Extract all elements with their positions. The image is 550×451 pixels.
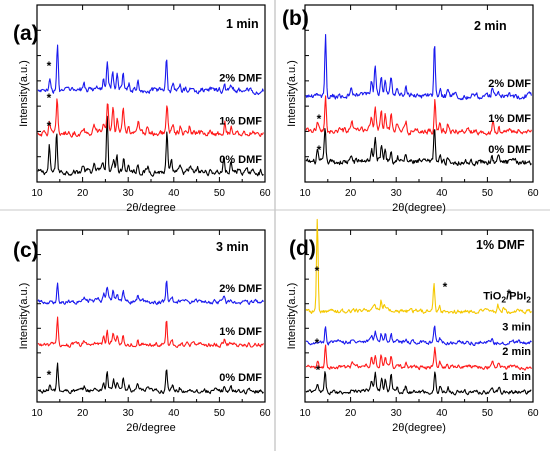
- peak-marker: *: [317, 143, 322, 157]
- x-tick-label: 50: [214, 188, 226, 199]
- panel-letter: (a): [13, 22, 39, 45]
- peak-marker: *: [315, 336, 320, 350]
- y-axis-title: Intensity(a.u.): [18, 60, 30, 127]
- series-line-2-dmf: [37, 280, 264, 306]
- series-label-part: 2: [526, 294, 531, 304]
- series-label: 2% DMF: [219, 283, 262, 295]
- x-tick-label: 60: [527, 408, 539, 419]
- series-label: 0% DMF: [219, 154, 262, 166]
- x-tick-label: 20: [77, 408, 89, 419]
- series-label: 1% DMF: [488, 113, 531, 125]
- x-axis-title: 2θ(degree): [392, 202, 446, 214]
- peak-marker: *: [47, 368, 52, 382]
- series-label: 2% DMF: [488, 78, 531, 90]
- x-tick-label: 40: [168, 408, 180, 419]
- peak-marker: *: [47, 91, 52, 105]
- series-line-0-dmf: [38, 362, 264, 395]
- peak-marker: *: [443, 280, 448, 294]
- series-label: 2% DMF: [219, 72, 262, 84]
- x-tick-label: 40: [436, 408, 448, 419]
- peak-marker: *: [317, 112, 322, 126]
- panel-annotation: 1 min: [226, 17, 259, 31]
- x-tick-label: 60: [527, 188, 539, 199]
- x-tick-label: 30: [123, 408, 135, 419]
- x-tick-label: 30: [391, 188, 403, 199]
- series-line-1-dmf: [305, 95, 532, 136]
- x-tick-label: 30: [123, 188, 135, 199]
- x-tick-label: 40: [168, 188, 180, 199]
- series-label: 1 min: [502, 371, 531, 383]
- series-label: 1% DMF: [219, 326, 262, 338]
- series-label: TiO2/PbI2: [483, 290, 531, 304]
- series-line-1-dmf: [37, 98, 264, 138]
- panel-annotation: 1% DMF: [476, 238, 525, 252]
- x-axis-title: 2θ/degree: [126, 202, 176, 214]
- series-label: 3 min: [502, 321, 531, 333]
- series-label: 2 min: [502, 346, 531, 358]
- panel-annotation: 3 min: [216, 240, 249, 254]
- plot-frame: [304, 229, 534, 403]
- peak-marker: *: [316, 363, 321, 377]
- panel-letter: (c): [13, 239, 39, 262]
- x-tick-label: 60: [259, 188, 271, 199]
- series-line-3-min: [305, 325, 532, 347]
- series-label: 0% DMF: [488, 144, 531, 156]
- x-tick-label: 50: [214, 408, 226, 419]
- x-tick-label: 60: [259, 408, 271, 419]
- x-tick-label: 10: [31, 188, 43, 199]
- series-line-tio2-pbi2: [305, 218, 532, 315]
- x-tick-label: 10: [299, 408, 311, 419]
- series-label: 1% DMF: [219, 115, 262, 127]
- peak-marker: *: [507, 287, 512, 301]
- peak-marker: *: [315, 264, 320, 278]
- x-tick-label: 20: [345, 408, 357, 419]
- series-label-part: 2: [501, 294, 506, 304]
- series-line-1-min: [305, 371, 532, 396]
- x-tick-label: 20: [345, 188, 357, 199]
- series-line-1-dmf: [37, 316, 264, 348]
- panel-letter: (b): [282, 7, 309, 30]
- panel-b: 10 20 30 40 50 60 2θ(degree) Intensity(a.u.) 0% …: [282, 4, 539, 214]
- series-label: 0% DMF: [219, 372, 262, 384]
- series-line-2-min: [305, 344, 532, 371]
- x-tick-label: 50: [482, 188, 494, 199]
- x-tick-label: 20: [77, 188, 89, 199]
- x-tick-label: 30: [391, 408, 403, 419]
- series-label-part: /PbI: [506, 290, 526, 302]
- series-label-part: TiO: [483, 290, 502, 302]
- series-line-2-dmf: [37, 44, 264, 96]
- panel-a: 10 20 30 40 50 60 2θ/degree Intensity(a.u.) 0% D…: [13, 4, 271, 214]
- panel-annotation: 2 min: [474, 19, 507, 33]
- x-tick-label: 10: [31, 408, 43, 419]
- y-axis-title: Intensity(a.u.): [18, 283, 30, 350]
- x-axis-title: 2θ(degree): [392, 422, 446, 434]
- panel-letter: (d): [289, 237, 316, 260]
- x-tick-label: 50: [482, 408, 494, 419]
- series-line-2-dmf: [305, 33, 532, 101]
- y-axis-title: Intensity(a.u.): [286, 283, 298, 350]
- y-axis-title: Intensity(a.u.): [286, 60, 298, 127]
- x-tick-label: 10: [299, 188, 311, 199]
- peak-marker: *: [47, 59, 52, 73]
- peak-marker: *: [47, 119, 52, 133]
- series-line-0-dmf: [305, 127, 532, 167]
- x-tick-label: 40: [436, 188, 448, 199]
- series-line-0-dmf: [37, 115, 264, 177]
- x-axis-title: 2θ/degree: [126, 422, 176, 434]
- panel-d: 10 20 30 40 50 60 2θ(degree) Intensity(a.u.) 1 m…: [286, 218, 539, 434]
- panel-c: 10 20 30 40 50 60 2θ/degree Intensity(a.u.) 0% D…: [13, 229, 271, 434]
